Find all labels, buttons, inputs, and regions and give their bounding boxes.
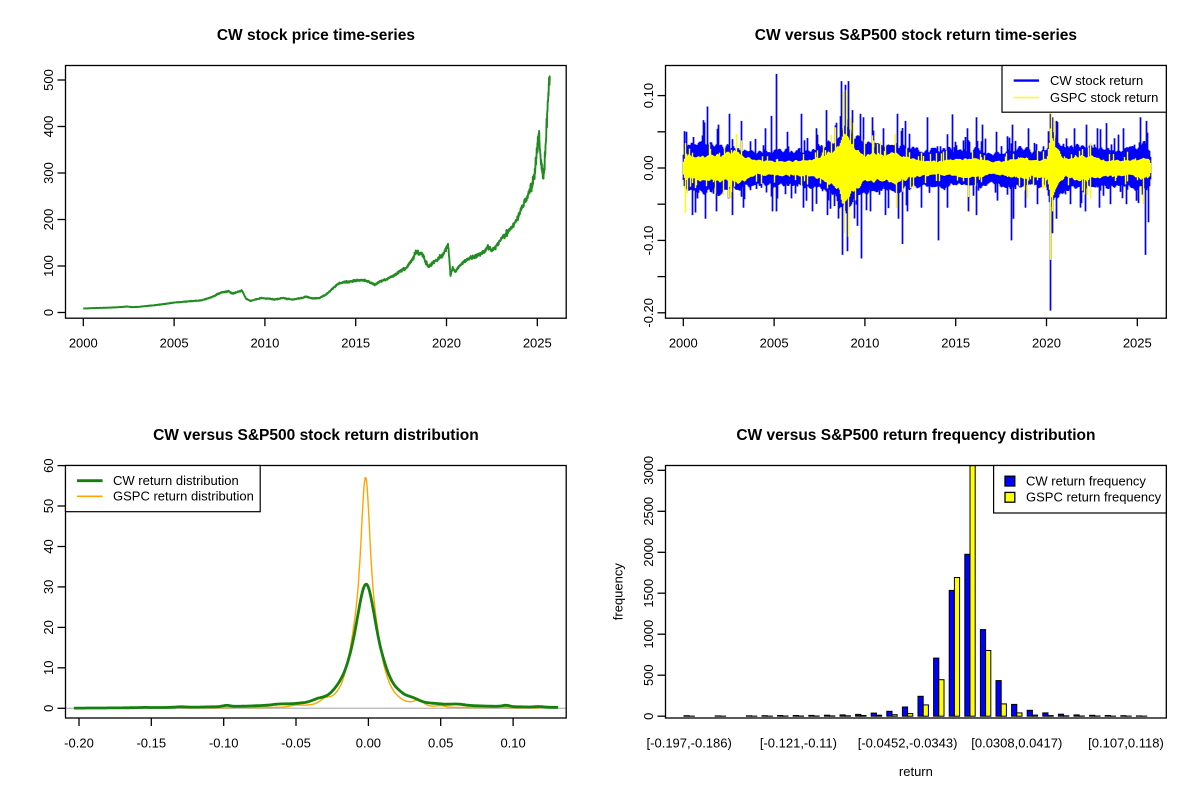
svg-text:-0.20: -0.20 <box>64 736 94 751</box>
svg-text:1500: 1500 <box>641 579 656 608</box>
svg-text:frequency: frequency <box>611 563 626 621</box>
svg-text:20: 20 <box>41 620 56 634</box>
svg-text:-0.15: -0.15 <box>136 736 166 751</box>
svg-text:500: 500 <box>41 69 56 91</box>
svg-text:0: 0 <box>641 713 656 720</box>
svg-text:[-0.121,-0.11): [-0.121,-0.11) <box>760 736 837 751</box>
svg-text:40: 40 <box>41 539 56 553</box>
svg-text:10: 10 <box>41 661 56 675</box>
svg-text:CW stock price time-series: CW stock price time-series <box>217 27 415 44</box>
svg-text:2015: 2015 <box>341 336 370 351</box>
svg-text:[-0.197,-0.186): [-0.197,-0.186) <box>647 736 732 751</box>
svg-text:[0.0308,0.0417): [0.0308,0.0417) <box>971 736 1062 751</box>
svg-text:3000: 3000 <box>641 456 656 485</box>
svg-text:0.05: 0.05 <box>428 736 453 751</box>
svg-text:300: 300 <box>41 162 56 184</box>
svg-text:GSPC return distribution: GSPC return distribution <box>113 489 254 504</box>
svg-text:CW return frequency: CW return frequency <box>1026 473 1146 488</box>
svg-text:GSPC return frequency: GSPC return frequency <box>1026 490 1162 505</box>
svg-text:2015: 2015 <box>941 336 970 351</box>
svg-text:2025: 2025 <box>523 336 552 351</box>
svg-text:CW versus S&P500 stock return: CW versus S&P500 stock return time-serie… <box>755 27 1077 44</box>
svg-text:400: 400 <box>41 116 56 138</box>
svg-text:2010: 2010 <box>850 336 879 351</box>
svg-text:2005: 2005 <box>760 336 789 351</box>
svg-text:CW versus S&P500 stock return: CW versus S&P500 stock return distributi… <box>153 427 479 444</box>
svg-text:2000: 2000 <box>669 336 698 351</box>
svg-text:[0.107,0.118): [0.107,0.118) <box>1088 736 1164 751</box>
svg-text:2025: 2025 <box>1123 336 1152 351</box>
svg-text:2000: 2000 <box>641 538 656 567</box>
svg-text:500: 500 <box>641 664 656 686</box>
svg-text:CW versus S&P500 return freque: CW versus S&P500 return frequency distri… <box>736 427 1095 444</box>
svg-text:60: 60 <box>41 458 56 472</box>
svg-text:return: return <box>899 764 933 779</box>
svg-text:0.00: 0.00 <box>356 736 381 751</box>
svg-text:CW stock return: CW stock return <box>1050 73 1143 88</box>
svg-text:2000: 2000 <box>69 336 98 351</box>
svg-text:2500: 2500 <box>641 497 656 526</box>
svg-text:0: 0 <box>41 309 56 316</box>
svg-text:0.00: 0.00 <box>641 155 656 180</box>
svg-text:[-0.0452,-0.0343): [-0.0452,-0.0343) <box>858 736 958 751</box>
svg-text:50: 50 <box>41 499 56 513</box>
svg-text:0.10: 0.10 <box>500 736 525 751</box>
svg-text:CW return distribution: CW return distribution <box>113 473 239 488</box>
svg-text:0.10: 0.10 <box>641 83 656 108</box>
svg-text:-0.10: -0.10 <box>209 736 239 751</box>
svg-text:1000: 1000 <box>641 620 656 649</box>
svg-text:2010: 2010 <box>250 336 279 351</box>
svg-text:2005: 2005 <box>160 336 189 351</box>
svg-text:GSPC stock return: GSPC stock return <box>1050 90 1158 105</box>
svg-text:100: 100 <box>41 255 56 277</box>
svg-text:0: 0 <box>41 705 56 712</box>
svg-text:30: 30 <box>41 580 56 594</box>
svg-text:2020: 2020 <box>432 336 461 351</box>
svg-text:200: 200 <box>41 209 56 231</box>
svg-text:-0.10: -0.10 <box>641 226 656 256</box>
svg-text:-0.20: -0.20 <box>641 298 656 328</box>
svg-text:2020: 2020 <box>1032 336 1061 351</box>
svg-text:-0.05: -0.05 <box>281 736 311 751</box>
